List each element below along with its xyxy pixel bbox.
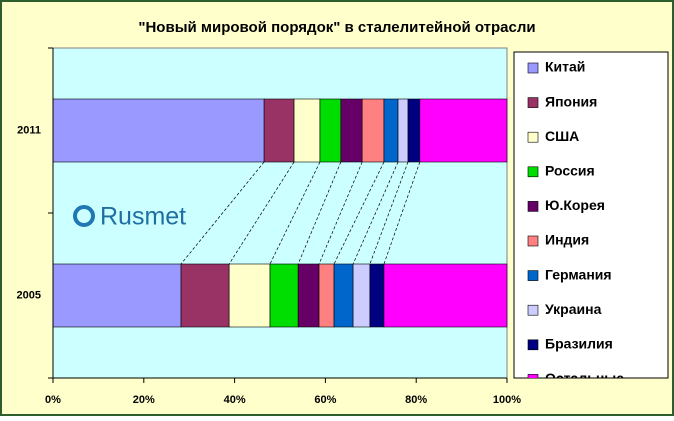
bar-segment xyxy=(318,263,335,328)
legend-swatch xyxy=(527,97,539,108)
bar-segment xyxy=(297,263,320,328)
legend-label: Германия xyxy=(545,266,612,282)
watermark: Rusmet xyxy=(100,203,186,231)
x-tick-label: 20% xyxy=(133,394,155,406)
legend-swatch xyxy=(527,270,539,281)
legend-swatch xyxy=(527,374,539,378)
bar-segment xyxy=(397,98,409,163)
legend-label: Ю.Корея xyxy=(545,197,605,213)
connector xyxy=(269,161,321,265)
bar-segment xyxy=(228,263,271,328)
legend-swatch xyxy=(527,131,539,143)
connector xyxy=(318,161,363,265)
legend-swatch xyxy=(527,235,539,247)
legend-items: Китай Япония США Россия Ю.Корея Индия Германия… xyxy=(527,59,624,386)
x-tick-label: 0% xyxy=(45,394,61,406)
logo-icon xyxy=(73,205,95,227)
legend-swatch xyxy=(527,339,539,351)
legend-label: Бразилия xyxy=(545,336,613,352)
connector xyxy=(333,161,385,265)
legend-swatch xyxy=(527,201,539,212)
bar-segment xyxy=(319,98,342,163)
bar-segment xyxy=(352,263,371,328)
bar-segment xyxy=(263,98,295,163)
y-tick-label: 2011 xyxy=(17,124,41,136)
connector xyxy=(297,161,342,265)
bar-segment xyxy=(293,98,321,163)
bar-segment xyxy=(340,98,363,163)
x-tick-label: 80% xyxy=(405,394,427,406)
x-tick-label: 100% xyxy=(493,394,521,406)
legend-label: Индия xyxy=(545,232,589,248)
bar-segment xyxy=(383,263,508,328)
connector xyxy=(369,161,409,265)
x-tick-label: 40% xyxy=(224,394,246,406)
legend xyxy=(513,51,669,379)
legend-label: Остальные xyxy=(545,370,624,386)
legend-label: Япония xyxy=(545,93,597,109)
legend-label: Россия xyxy=(545,163,595,179)
x-tick-label: 60% xyxy=(314,394,336,406)
legend-label: Украина xyxy=(545,301,602,317)
legend-label: США xyxy=(545,128,579,144)
legend-swatch xyxy=(527,166,539,178)
bar-segment xyxy=(52,263,182,328)
bar-segment xyxy=(52,98,265,163)
bar-segment xyxy=(407,98,421,163)
bar-segment xyxy=(333,263,354,328)
bar-segment xyxy=(419,98,508,163)
legend-swatch xyxy=(527,304,539,316)
bar-segment xyxy=(383,98,399,163)
connector xyxy=(180,161,265,265)
legend-label: Китай xyxy=(545,59,585,75)
legend-swatch xyxy=(527,62,539,74)
y-tick-label: 2005 xyxy=(17,289,41,301)
connector xyxy=(383,161,421,265)
connector xyxy=(228,161,295,265)
bar-segment xyxy=(361,98,385,163)
connector xyxy=(352,161,399,265)
bar-segment xyxy=(180,263,230,328)
chart-title: "Новый мировой порядок" в сталелитейной … xyxy=(138,19,535,36)
bar-segment xyxy=(269,263,299,328)
bar-segment xyxy=(369,263,385,328)
